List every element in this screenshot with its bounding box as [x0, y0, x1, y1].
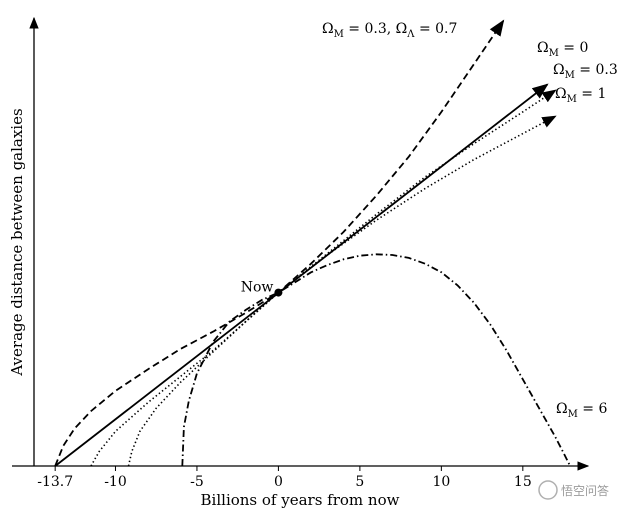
x-tick-label-5: 10 [432, 474, 450, 490]
x-tick-label-1: -10 [104, 474, 127, 490]
x-tick-label-2: -5 [190, 474, 204, 490]
x-ticks: -13.7 -10 -5 0 5 10 15 [37, 466, 532, 490]
series-label-lambda: ΩM = 0.3, ΩΛ = 0.7 [322, 21, 457, 40]
now-label: Now [241, 280, 274, 296]
series-label-om6: ΩM = 6 [556, 401, 607, 420]
series-line-2 [90, 89, 557, 467]
x-axis-label: Billions of years from now [201, 491, 400, 509]
x-tick-label-3: 0 [274, 474, 283, 490]
y-axis-label: Average distance between galaxies [8, 108, 26, 376]
series-label-om03: ΩM = 0.3 [553, 62, 618, 81]
series-label-om1: ΩM = 1 [555, 86, 606, 105]
x-tick-label-4: 5 [355, 474, 364, 490]
watermark-logo-icon [538, 480, 558, 500]
watermark: 悟空问答 [538, 480, 609, 500]
series-line-0 [54, 19, 505, 467]
series-label-om0: ΩM = 0 [537, 40, 588, 59]
x-tick-label-6: 15 [514, 474, 532, 490]
series-layer [54, 19, 571, 467]
now-point [274, 288, 283, 297]
x-tick-label-0: -13.7 [37, 474, 73, 490]
series-line-3 [127, 115, 557, 467]
watermark-text: 悟空问答 [561, 483, 609, 498]
series-line-4 [181, 253, 571, 467]
